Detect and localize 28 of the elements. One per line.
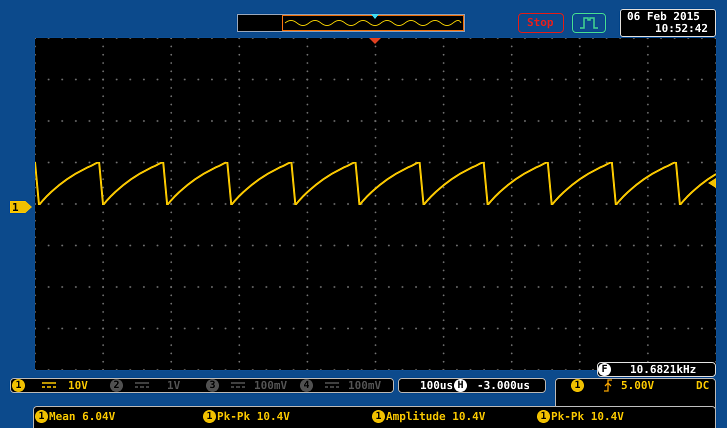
text: 100mV [348, 379, 382, 392]
text: 5.00V [621, 379, 654, 392]
text: 1 [203, 410, 216, 423]
text: 10.6821kHz [630, 363, 696, 376]
text: 1 [12, 201, 19, 214]
text: 100us [420, 379, 454, 392]
text: 1 [372, 410, 385, 423]
text: 1 [35, 410, 48, 423]
text: 2 [110, 379, 123, 392]
text: -3.000us [477, 379, 530, 392]
text: 1 [537, 410, 550, 423]
text: Stop [527, 16, 554, 29]
text: 100mV [254, 379, 288, 392]
text: F [598, 363, 611, 376]
text: Amplitude 10.4V [386, 410, 486, 423]
text: DC [696, 379, 710, 392]
text: 1V [167, 379, 180, 392]
text: 10V [68, 379, 88, 392]
text: 4 [300, 379, 313, 392]
text: Mean 6.04V [49, 410, 116, 423]
text: 3 [206, 379, 219, 392]
text: Pk-Pk 10.4V [551, 410, 624, 423]
text: 1 [12, 379, 25, 392]
text: 06 Feb 2015 [627, 10, 700, 23]
text: H [454, 379, 467, 392]
text: 1 [571, 379, 584, 392]
text: 10:52:42 [655, 22, 708, 35]
text: Pk-Pk 10.4V [217, 410, 290, 423]
